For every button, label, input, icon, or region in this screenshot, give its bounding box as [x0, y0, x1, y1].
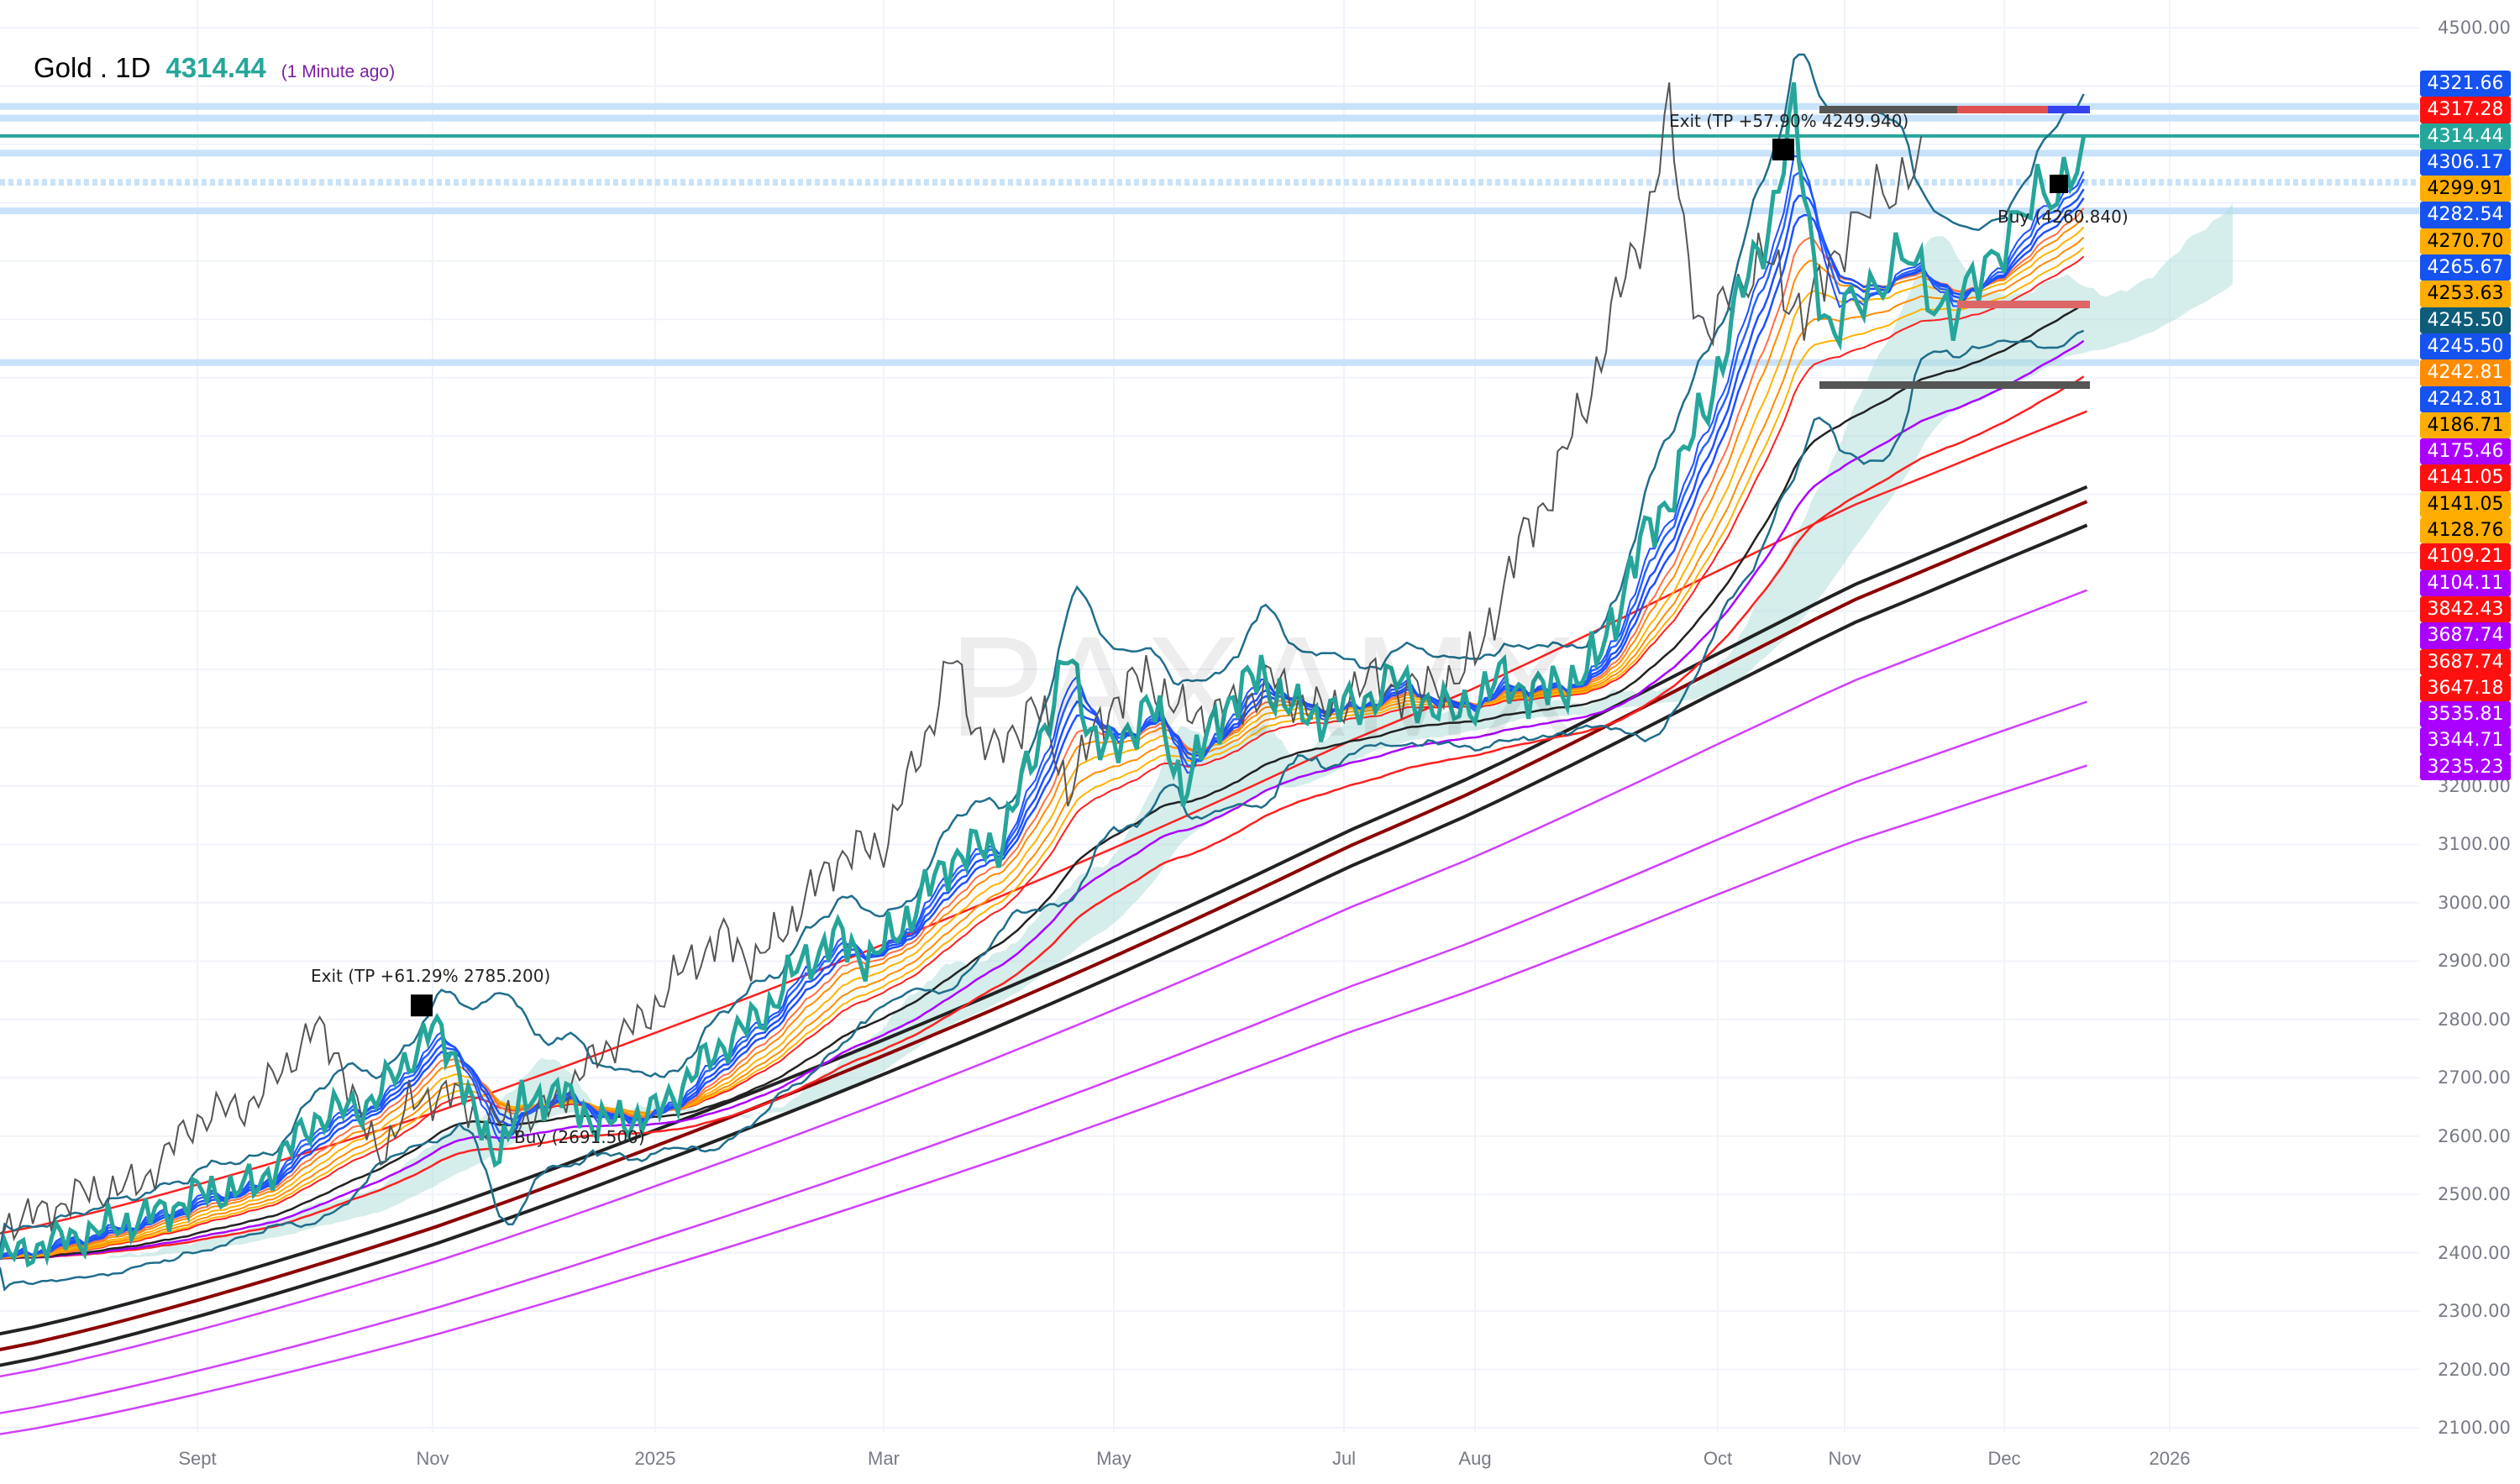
lagging-span-line: [0, 82, 1923, 1242]
x-tick-label: Nov: [416, 1448, 449, 1469]
moving-average-line: [0, 255, 2085, 1260]
moving-average-line: [0, 197, 2085, 1260]
y-tick-label: 2300.00: [2438, 1301, 2511, 1322]
x-tick-label: 2025: [634, 1448, 676, 1469]
darkred-ma-line: [0, 500, 2088, 1351]
price-label: 3842.43: [2420, 595, 2511, 623]
moving-average-line: [0, 226, 2085, 1260]
price-label: 4299.91: [2420, 176, 2511, 202]
black-ma-1-line: [0, 485, 2088, 1336]
price-label: 4270.70: [2420, 228, 2511, 255]
magenta-ma-1-line: [0, 589, 2087, 1378]
price-label: 4128.76: [2420, 517, 2511, 544]
symbol-title[interactable]: Gold . 1D: [34, 52, 151, 83]
price-label: 4321.66: [2420, 71, 2511, 97]
last-price: 4314.44: [165, 52, 266, 83]
moving-average-line: [0, 375, 2085, 1260]
x-tick-label: Dec: [1987, 1448, 2021, 1469]
position-bar-blue: [2048, 106, 2090, 113]
moving-average-line: [0, 207, 2085, 1260]
red-ma-line: [0, 410, 2087, 1235]
y-tick-label: 3100.00: [2438, 834, 2511, 855]
price-label: 3687.74: [2420, 622, 2511, 649]
price-label: 4175.46: [2420, 438, 2511, 465]
magenta-ma-2-line: [0, 700, 2087, 1414]
price-label: 4242.81: [2420, 359, 2511, 386]
magenta-ma-3-line: [0, 764, 2087, 1435]
exit-annotation-1: Exit (TP +61.29% 2785.200): [311, 966, 551, 986]
price-label: 3687.74: [2420, 648, 2511, 675]
x-tick-label: 2026: [2149, 1448, 2191, 1469]
y-tick-label: 2100.00: [2438, 1418, 2511, 1439]
x-tick-label: May: [1096, 1448, 1131, 1469]
moving-average-line: [0, 247, 2085, 1260]
price-label: 4314.44: [2420, 123, 2511, 149]
price-label: 3647.18: [2420, 674, 2511, 702]
price-label: 4317.28: [2420, 97, 2511, 123]
price-label: 4104.11: [2420, 569, 2511, 596]
chart-header: Gold . 1D 4314.44 (1 Minute ago): [34, 52, 395, 84]
y-tick-label: 4500.00: [2438, 18, 2511, 38]
position-bar-red: [1957, 106, 2048, 113]
moving-average-line: [0, 215, 2085, 1260]
moving-average-line: [0, 339, 2085, 1260]
price-label: 4253.63: [2420, 281, 2511, 307]
y-tick-label: 2200.00: [2438, 1359, 2511, 1380]
price-label: 3535.81: [2420, 701, 2511, 728]
price-label: 4245.50: [2420, 333, 2511, 360]
update-time: (1 Minute ago): [281, 62, 396, 81]
y-tick-label: 2600.00: [2438, 1125, 2511, 1146]
black-ma-2-line: [0, 523, 2088, 1367]
x-tick-label: Mar: [868, 1448, 900, 1469]
buy-annotation-1: Buy (2691.500): [514, 1127, 645, 1147]
price-label: 4306.17: [2420, 149, 2511, 176]
price-label: 3235.23: [2420, 753, 2511, 781]
x-tick-label: Sept: [178, 1448, 217, 1469]
buy-annotation-2: Buy (4260.840): [1998, 207, 2129, 227]
y-tick-label: 2900.00: [2438, 951, 2511, 972]
price-label: 4109.21: [2420, 543, 2511, 570]
x-tick-label: Aug: [1458, 1448, 1492, 1469]
price-label: 4265.67: [2420, 254, 2511, 281]
watermark: PAXAMX: [949, 607, 1584, 767]
exit-marker-2: [1772, 139, 1794, 160]
price-label: 3344.71: [2420, 727, 2511, 754]
price-line: [0, 81, 2087, 1268]
price-label: 4245.50: [2420, 307, 2511, 333]
price-scale-labels[interactable]: 4321.66 4317.28 4314.44 4306.17 4299.91 4282.…: [2420, 71, 2511, 781]
price-label: 4242.81: [2420, 385, 2511, 412]
position-bar-grey: [1819, 106, 1957, 113]
x-tick-label: Oct: [1703, 1448, 1733, 1469]
stop-bar: [1957, 301, 2090, 308]
x-tick-label: Nov: [1828, 1448, 1861, 1469]
target-bar: [1819, 381, 2090, 389]
x-tick-label: Jul: [1331, 1448, 1357, 1469]
exit-marker-1: [411, 994, 433, 1017]
moving-average-line: [0, 236, 2085, 1260]
bollinger-upper: [0, 53, 2085, 1251]
ichimoku-cloud: [105, 202, 2233, 1259]
price-label: 4282.54: [2420, 202, 2511, 228]
y-tick-label: 2700.00: [2438, 1067, 2511, 1088]
moving-average-line: [0, 188, 2085, 1260]
price-label: 4141.05: [2420, 490, 2511, 518]
y-tick-label: 2800.00: [2438, 1009, 2511, 1030]
price-label: 4141.05: [2420, 464, 2511, 491]
buy-marker-2: [2050, 175, 2068, 193]
y-tick-label: 2500.00: [2438, 1184, 2511, 1205]
exit-annotation-2: Exit (TP +57.90% 4249.940): [1669, 111, 1909, 131]
y-tick-label: 2400.00: [2438, 1242, 2511, 1263]
price-label: 4186.71: [2420, 412, 2511, 439]
bollinger-lower: [0, 329, 2085, 1292]
y-tick-label: 3000.00: [2438, 892, 2511, 913]
